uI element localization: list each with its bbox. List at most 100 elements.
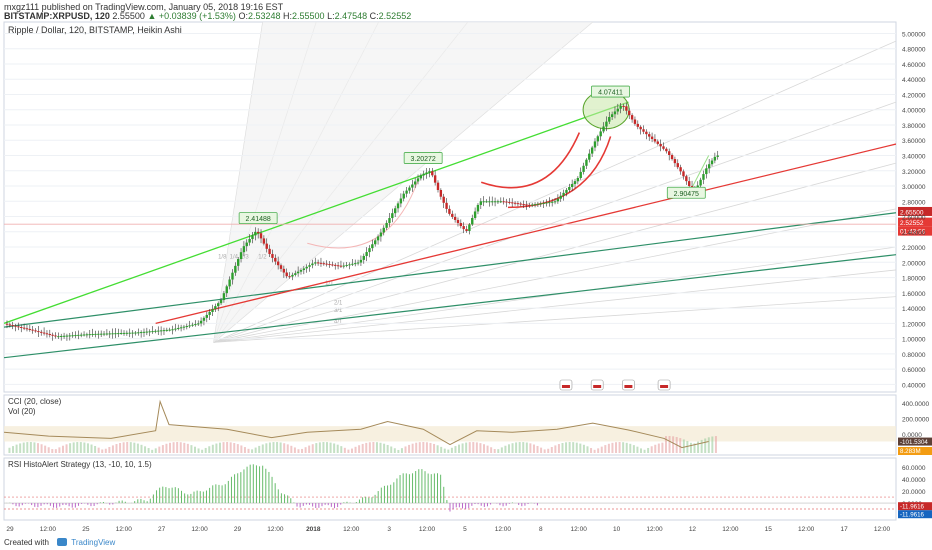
volume-bar	[672, 436, 675, 453]
candle-body	[316, 262, 320, 264]
volume-bar	[240, 445, 243, 453]
candle-body	[682, 171, 685, 177]
candle-body	[299, 270, 303, 272]
candle-body	[533, 204, 537, 206]
volume-bar	[657, 443, 660, 453]
candle-body	[685, 176, 688, 182]
fan-label: 3/1	[334, 308, 343, 314]
volume-bar	[315, 443, 318, 453]
time-tick: 29	[234, 526, 242, 533]
candle-body	[182, 326, 186, 328]
volume-bar	[19, 443, 22, 453]
candle-body	[428, 171, 431, 173]
candle-body	[294, 273, 297, 275]
change-value: +0.03839 (+1.53%)	[158, 11, 236, 21]
candle-body	[20, 327, 23, 329]
volume-bar	[383, 443, 386, 453]
volume-bar	[693, 443, 696, 453]
candle-body	[102, 333, 106, 335]
candle-body	[117, 333, 120, 335]
price-tick: 1.60000	[902, 291, 926, 298]
candle-body	[179, 327, 183, 329]
volume-bar	[483, 444, 486, 453]
time-tick: 12:00	[419, 526, 436, 533]
price-tick: 3.80000	[902, 123, 926, 130]
open-label: O:	[238, 11, 248, 21]
candle-body	[14, 325, 17, 327]
candle-body	[71, 335, 74, 337]
volume-bar	[418, 442, 421, 453]
volume-bar	[664, 436, 667, 453]
time-tick: 17	[840, 526, 848, 533]
volume-bar	[468, 442, 471, 453]
candle-body	[79, 334, 83, 336]
volume-bar	[290, 445, 293, 453]
symbol-label: BITSTAMP:XRPUSD, 120	[4, 11, 110, 21]
candle-body	[442, 196, 445, 203]
candle-body	[402, 193, 405, 199]
fan-label: 1/8	[218, 254, 227, 260]
candle-body	[62, 335, 66, 337]
candle-body	[570, 184, 574, 187]
candle-body	[308, 265, 311, 267]
candle-body	[368, 248, 371, 253]
candle-body	[251, 235, 254, 239]
candle-body	[385, 222, 388, 228]
volume-bar	[572, 442, 575, 453]
volume-bar	[540, 447, 543, 453]
candle-body	[45, 333, 49, 335]
volume-bar	[689, 442, 692, 453]
volume-bar	[458, 444, 461, 453]
volume-bar	[372, 442, 375, 453]
volume-bar	[543, 449, 546, 453]
price-tick: 2.00000	[902, 260, 926, 267]
candle-body	[282, 268, 286, 273]
candle-body	[462, 226, 465, 230]
candle-body	[559, 195, 562, 199]
volume-bar	[711, 436, 714, 453]
candle-body	[97, 333, 100, 335]
cci-axis: 400.0000200.00000.0000-200.0000-101.5304…	[898, 401, 932, 455]
candle-body	[448, 208, 451, 214]
volume-bar	[697, 441, 700, 453]
volume-bar	[94, 445, 97, 453]
candle-body	[376, 236, 380, 241]
volume-bar	[390, 446, 393, 453]
time-tick: 12:00	[798, 526, 815, 533]
volume-bar	[122, 442, 125, 453]
volume-bar	[326, 442, 329, 453]
candle-body	[177, 327, 180, 329]
candle-body	[154, 330, 157, 332]
candle-body	[525, 204, 528, 206]
volume-bar	[258, 445, 261, 453]
cci-legend: CCI (20, close)	[8, 397, 62, 406]
price-tick: 4.20000	[902, 92, 926, 99]
rsi-tick: 20.0000	[902, 489, 926, 496]
candle-body	[576, 178, 580, 182]
volume-bar	[218, 442, 221, 453]
volume-bar	[714, 436, 717, 453]
price-callout-box	[591, 85, 630, 98]
volume-bar	[97, 447, 100, 453]
volume-bar	[108, 446, 111, 453]
fan-ray	[213, 162, 896, 343]
candle-body	[545, 202, 548, 204]
time-tick: 12:00	[267, 526, 284, 533]
candle-body	[456, 219, 460, 224]
volume-bar	[336, 444, 339, 453]
volume-bar	[518, 442, 521, 453]
candle-body	[662, 146, 665, 149]
candle-body	[482, 201, 485, 203]
volume-bar	[140, 444, 143, 453]
time-tick: 5	[463, 526, 467, 533]
volume-bar	[301, 448, 304, 453]
candle-body	[305, 266, 308, 269]
fan-ray	[213, 269, 896, 343]
candle-body	[199, 320, 203, 324]
price-axis: 5.00000 4.80000 4.60000 4.40000 4.20000 4.000…	[902, 31, 926, 389]
candle-body	[5, 323, 9, 325]
volume-bar	[375, 442, 378, 453]
cci-pane[interactable]	[3, 394, 897, 456]
candle-body	[653, 139, 657, 142]
